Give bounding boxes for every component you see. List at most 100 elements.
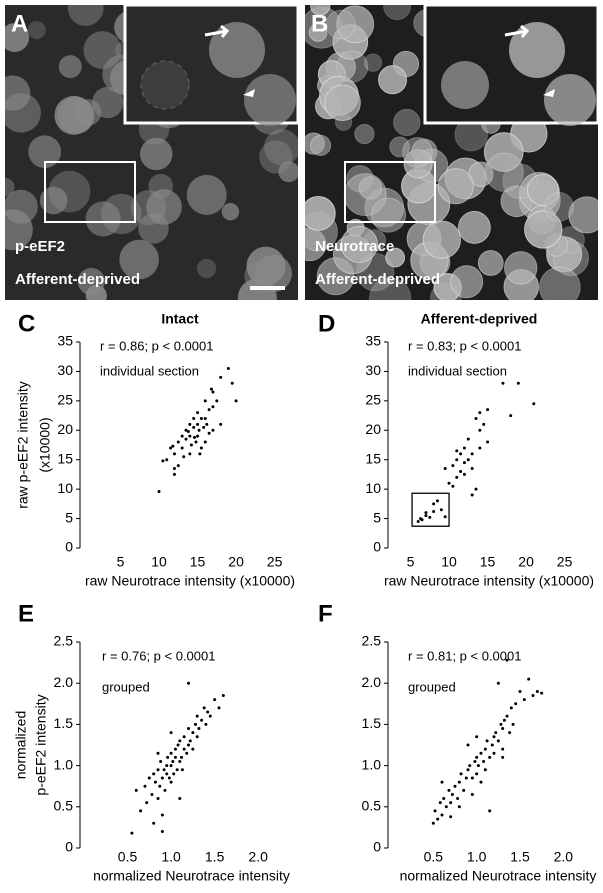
point	[203, 399, 207, 403]
cell	[354, 123, 375, 145]
point	[459, 772, 463, 776]
point	[511, 722, 515, 726]
point	[169, 751, 173, 755]
point	[173, 755, 177, 759]
point	[180, 446, 184, 450]
point	[202, 425, 206, 429]
point	[450, 792, 454, 796]
point	[490, 743, 494, 747]
x-tick-label: 1.0	[467, 849, 487, 865]
cell	[140, 137, 173, 171]
point	[509, 706, 513, 710]
point	[152, 821, 156, 825]
micrograph: B Neurotrace Afferent-deprived	[305, 3, 600, 300]
y-tick-label: 30	[365, 362, 381, 378]
point	[470, 467, 474, 471]
point	[479, 780, 483, 784]
point	[453, 784, 457, 788]
point	[474, 487, 478, 491]
x-tick-label: 20	[228, 554, 244, 570]
roi-box	[44, 161, 136, 223]
y-tick-label: 35	[365, 333, 381, 349]
point	[482, 759, 486, 763]
point	[466, 437, 470, 441]
point	[455, 449, 459, 453]
point	[156, 751, 160, 755]
point	[192, 417, 196, 421]
cell	[403, 149, 433, 179]
point	[187, 681, 190, 685]
cell	[221, 203, 240, 221]
point	[206, 710, 210, 714]
point	[186, 429, 190, 433]
cell	[524, 210, 563, 249]
point	[455, 458, 459, 462]
annotation: r = 0.76; p < 0.0001	[102, 648, 215, 663]
point	[219, 375, 223, 379]
x-tick-label: 1.5	[205, 849, 225, 865]
point	[169, 780, 173, 784]
cell	[148, 173, 174, 199]
y-tick-label: 10	[57, 480, 73, 496]
point	[178, 797, 182, 801]
condition-label: Afferent-deprived	[15, 271, 140, 288]
annotation: individual section	[100, 363, 199, 378]
point	[527, 677, 531, 681]
y-tick-label: 35	[57, 333, 73, 349]
point	[196, 434, 200, 438]
point	[483, 747, 487, 751]
panel-label: B	[311, 10, 328, 37]
y-tick-label: 1.5	[362, 715, 382, 731]
point	[540, 691, 544, 695]
point	[492, 751, 496, 755]
point	[440, 813, 444, 817]
point	[159, 759, 163, 763]
point	[172, 772, 176, 776]
point	[420, 518, 424, 522]
cell	[28, 135, 62, 169]
point	[195, 714, 199, 718]
point	[483, 768, 487, 772]
annotation: r = 0.81; p < 0.0001	[408, 648, 521, 663]
highlight-box	[411, 492, 450, 527]
point	[475, 772, 479, 776]
cell	[389, 136, 411, 158]
cell	[39, 186, 68, 215]
point	[202, 706, 206, 710]
cell	[526, 174, 559, 207]
y-tick-label: 15	[57, 450, 73, 466]
point	[172, 467, 176, 471]
point	[182, 747, 186, 751]
point	[424, 514, 428, 518]
cell	[67, 5, 104, 26]
point	[501, 381, 505, 385]
x-axis-label: raw Neurotrace intensity (x10000)	[384, 573, 594, 589]
point	[182, 455, 186, 459]
cell	[324, 84, 361, 121]
point	[496, 681, 500, 685]
point	[197, 727, 201, 731]
point	[208, 714, 212, 718]
point	[474, 417, 478, 421]
x-tick-label: 10	[151, 554, 167, 570]
point	[470, 452, 474, 456]
point	[193, 722, 197, 726]
point	[178, 759, 182, 763]
point	[428, 515, 432, 519]
cell	[340, 225, 378, 264]
point	[173, 747, 177, 751]
point	[157, 489, 161, 493]
cell	[477, 250, 504, 276]
point	[203, 417, 207, 421]
point	[455, 475, 459, 479]
point	[161, 459, 165, 463]
point	[187, 743, 190, 747]
point	[213, 698, 217, 702]
cell	[5, 23, 30, 53]
stain-label: p-eEF2	[15, 238, 65, 255]
cell	[310, 5, 331, 16]
point	[522, 698, 526, 702]
arrow	[204, 24, 230, 38]
point	[200, 718, 204, 722]
